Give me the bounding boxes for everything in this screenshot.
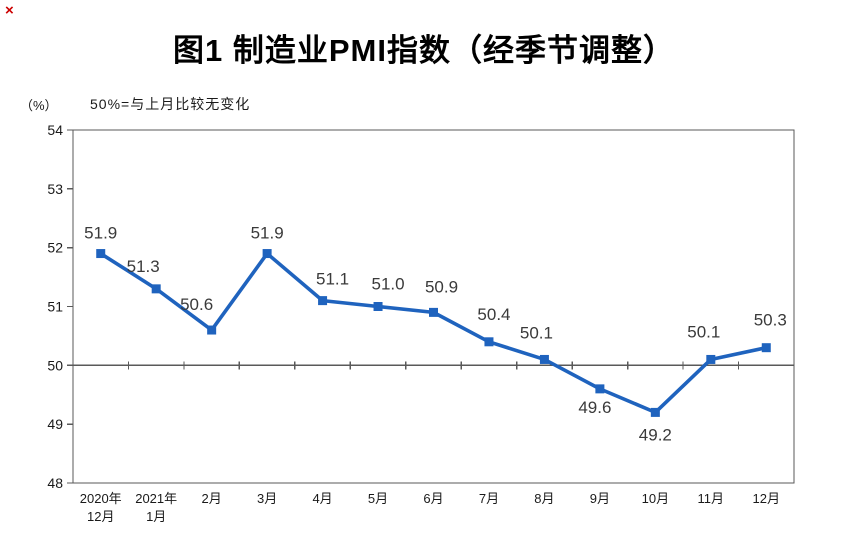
data-label: 50.6 <box>180 295 213 314</box>
data-point-marker <box>318 296 328 306</box>
data-point-marker <box>262 249 272 259</box>
data-label: 51.9 <box>84 224 117 243</box>
data-point-marker <box>706 354 716 364</box>
data-point-marker <box>96 249 106 259</box>
data-label: 51.1 <box>316 270 349 289</box>
x-axis-label: 4月 <box>312 491 332 506</box>
data-label: 49.2 <box>639 425 672 444</box>
data-label: 49.6 <box>578 398 611 417</box>
x-axis-label: 2月 <box>202 491 222 506</box>
data-point-marker <box>429 307 438 317</box>
data-point-marker <box>761 343 771 353</box>
y-axis-label: 54 <box>47 122 63 138</box>
x-axis-label: 10月 <box>642 491 669 506</box>
data-label: 50.1 <box>520 323 553 342</box>
y-axis-label: 53 <box>47 181 63 197</box>
y-axis-unit-label: （%） <box>20 98 58 113</box>
data-point-marker <box>650 407 660 417</box>
y-axis-label: 48 <box>47 475 63 491</box>
red-x-mark: × <box>5 2 14 19</box>
y-axis-label: 49 <box>47 416 63 432</box>
data-label: 50.1 <box>687 322 720 341</box>
x-axis-label: 6月 <box>423 491 443 506</box>
x-axis-label: 5月 <box>368 491 388 506</box>
data-label: 51.3 <box>127 257 160 276</box>
x-axis-label: 9月 <box>590 491 610 506</box>
data-label: 50.4 <box>477 305 510 324</box>
y-axis-label: 52 <box>47 240 63 256</box>
data-point-marker <box>373 302 383 311</box>
data-point-marker <box>595 384 605 394</box>
chart-title: 图1 制造业PMI指数（经季节调整） <box>173 33 675 68</box>
data-label: 50.3 <box>754 311 787 330</box>
x-axis-label: 12月 <box>753 491 780 506</box>
x-axis-label: 8月 <box>534 491 554 506</box>
data-label: 51.9 <box>251 224 284 243</box>
data-point-marker <box>151 284 161 294</box>
x-axis-label: 2021年 1月 <box>135 491 177 524</box>
data-point-marker <box>207 325 217 335</box>
x-axis-label: 3月 <box>257 491 277 506</box>
y-axis-label: 50 <box>47 357 63 373</box>
y-axis-label: 51 <box>47 299 63 315</box>
data-point-marker <box>539 354 549 364</box>
reference-note: 50%=与上月比较无变化 <box>90 96 251 112</box>
x-axis-label: 2020年 12月 <box>80 491 122 524</box>
data-point-marker <box>484 337 494 347</box>
x-axis-label: 7月 <box>479 491 499 506</box>
data-label: 51.0 <box>371 275 404 294</box>
data-label: 50.9 <box>425 277 458 296</box>
x-axis-label: 11月 <box>698 491 725 506</box>
